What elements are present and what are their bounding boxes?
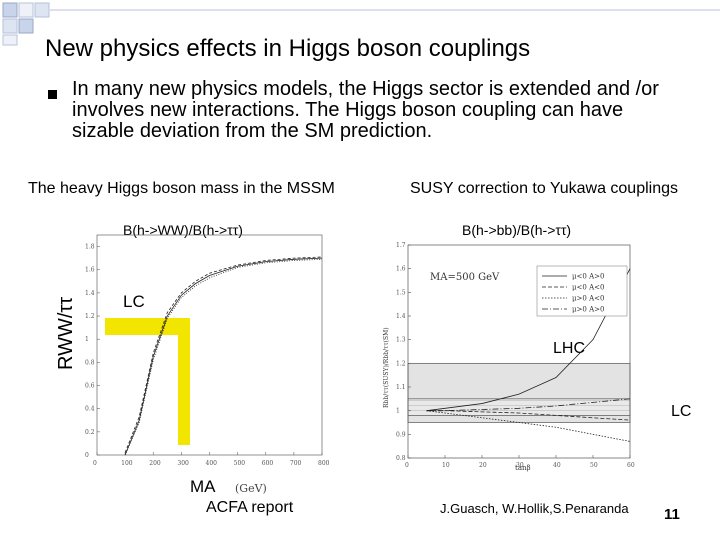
left-x-axis-label: MA: [190, 477, 216, 496]
inset-label: MA=500 GeV: [430, 272, 500, 283]
right-y-tick-label: 1: [396, 408, 400, 415]
left-series-line-2: [124, 256, 323, 453]
right-x-tick-label: 30: [516, 462, 524, 469]
right-x-tick-label: 10: [442, 462, 450, 469]
left-x-tick-label: 200: [149, 460, 161, 467]
lhc-label: LHC: [553, 340, 586, 357]
right-y-axis-label: Rbb/ττ(SUSY)/Rbb/ττ(SM): [383, 327, 390, 408]
right-x-tick-label: 20: [479, 462, 487, 469]
left-y-tick-label: 1.2: [85, 313, 95, 320]
slide-title: New physics effects in Higgs boson coupl…: [45, 35, 531, 62]
right-series-line-4: [426, 398, 631, 412]
left-caption: The heavy Higgs boson mass in the MSSM: [28, 180, 335, 197]
legend-entry: μ<0 A<0: [572, 284, 604, 292]
right-y-tick-label: 1.1: [396, 384, 406, 391]
right-y-tick-label: 1.6: [396, 266, 406, 273]
right-x-tick-label: 60: [627, 462, 635, 469]
right-x-tick-label: 40: [553, 462, 561, 469]
left-x-tick-label: 0: [93, 460, 97, 467]
left-y-tick-label: 0.2: [85, 429, 95, 436]
bullet-text: In many new physics models, the Higgs se…: [72, 78, 659, 142]
right-series-line-1: [426, 268, 631, 412]
left-series-line-3: [124, 258, 323, 456]
right-series-line-3: [426, 410, 631, 442]
left-chart: 0 100 200 300 400 500 600 700 800 0 0.2 0.4 0.6 0.8 1 1…: [55, 234, 330, 496]
corner-decoration: [2, 2, 720, 46]
left-y-axis-label: RWW/ττ: [55, 297, 77, 370]
legend-entry: μ>0 A>0: [572, 306, 604, 314]
bullet-square-icon: [48, 90, 57, 99]
left-x-unit: (GeV): [235, 482, 267, 495]
left-ratio-label: B(h->WW)/B(h->ττ): [123, 222, 243, 238]
right-y-tick-label: 1.5: [396, 289, 406, 296]
page-number: 11: [664, 506, 680, 523]
right-caption: SUSY correction to Yukawa couplings: [410, 180, 679, 197]
left-y-tick-label: 0: [85, 452, 89, 459]
left-y-tick-label: 0.6: [85, 383, 95, 390]
legend-entry: μ>0 A<0: [572, 295, 604, 303]
right-y-tick-label: 1.4: [396, 313, 406, 320]
left-x-tick-label: 700: [290, 460, 302, 467]
left-x-tick-label: 600: [262, 460, 274, 467]
right-x-tick-label: 0: [405, 462, 409, 469]
left-y-tick-label: 1.4: [85, 290, 95, 297]
right-chart: 0 10 20 30 40 50 60 0.8 0.9 1 1.1 1.2 1.3 1.4 1.5 1.6 1.…: [383, 242, 635, 472]
left-y-tick-label: 1.6: [85, 267, 95, 274]
left-series-line-1: [124, 257, 323, 456]
left-x-tick-label: 800: [318, 460, 330, 467]
right-y-tick-label: 1.3: [396, 337, 406, 344]
left-x-tick-label: 400: [206, 460, 218, 467]
left-y-tick-label: 0.4: [85, 406, 95, 413]
left-lc-label: LC: [123, 292, 145, 311]
right-y-tick-label: 1.7: [396, 242, 406, 249]
left-x-tick-label: 100: [121, 460, 133, 467]
left-x-tick-label: 500: [234, 460, 246, 467]
left-x-tick-label: 300: [177, 460, 189, 467]
left-yellow-horizontal: [105, 318, 182, 335]
right-source: J.Guasch, W.Hollik,S.Penaranda: [440, 501, 629, 516]
right-y-tick-label: 1.2: [396, 360, 406, 367]
right-ratio-label: B(h->bb)/B(h->ττ): [462, 222, 572, 238]
right-y-tick-label: 0.9: [396, 431, 406, 438]
left-source: ACFA report: [206, 499, 294, 516]
left-yellow-vertical: [178, 318, 190, 445]
right-lc-label: LC: [671, 403, 692, 420]
right-x-tick-label: 50: [590, 462, 598, 469]
legend-entry: μ<0 A>0: [572, 273, 604, 281]
left-y-tick-label: 0.8: [85, 359, 95, 366]
left-y-tick-label: 1: [85, 336, 89, 343]
left-plot-frame: [96, 234, 323, 456]
left-y-tick-label: 1.8: [85, 244, 95, 251]
right-y-tick-label: 0.8: [396, 455, 406, 462]
right-x-axis-label: tanβ: [515, 464, 531, 472]
right-series-line-2: [426, 410, 631, 421]
legend-box: [536, 265, 628, 317]
